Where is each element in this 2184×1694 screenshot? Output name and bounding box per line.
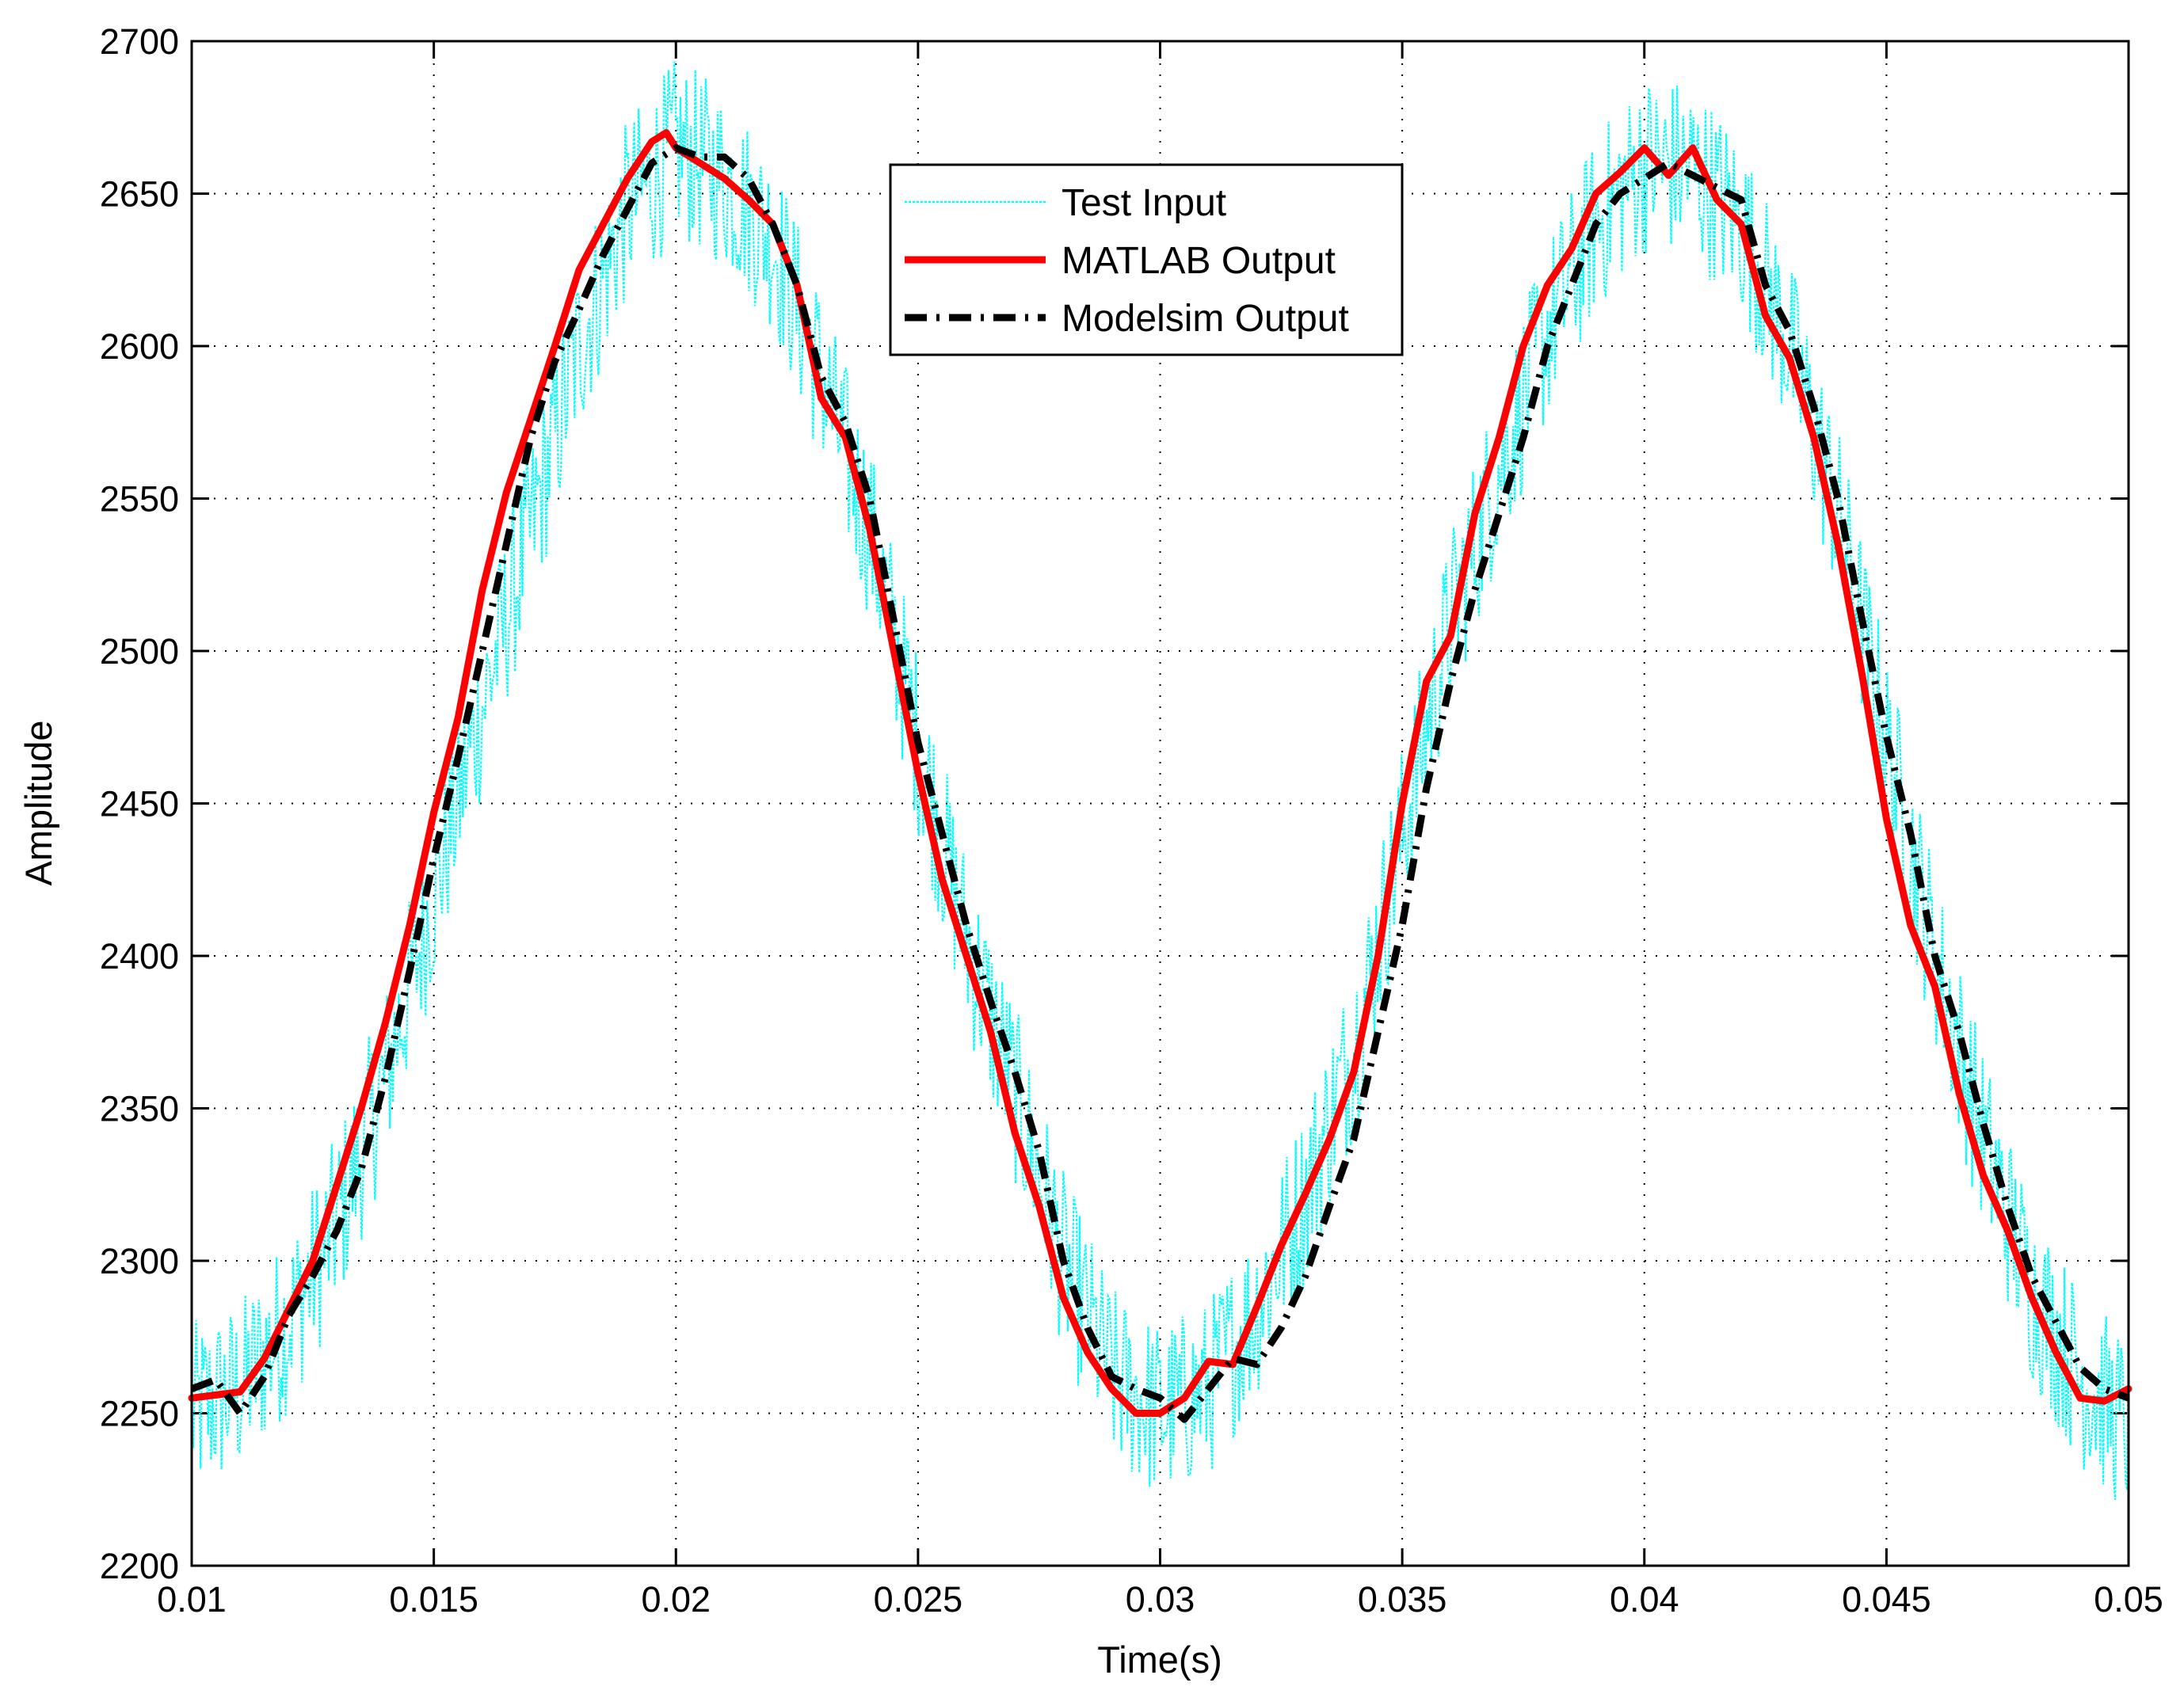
y-tick-label: 2700	[100, 21, 179, 62]
y-tick-label: 2600	[100, 326, 179, 367]
y-tick-label: 2450	[100, 784, 179, 824]
x-tick-label: 0.01	[157, 1579, 227, 1620]
x-tick-label: 0.03	[1126, 1579, 1195, 1620]
legend-label: Modelsim Output	[1062, 298, 1349, 340]
x-axis-label: Time(s)	[1097, 1639, 1222, 1681]
y-tick-label: 2200	[100, 1546, 179, 1586]
y-tick-label: 2500	[100, 631, 179, 672]
y-tick-label: 2250	[100, 1394, 179, 1434]
x-tick-label: 0.025	[874, 1579, 963, 1620]
legend-label: Test Input	[1062, 182, 1226, 224]
x-tick-label: 0.045	[1842, 1579, 1931, 1620]
legend: Test Input MATLAB Output Modelsim Output	[889, 163, 1404, 356]
x-tick-label: 0.035	[1358, 1579, 1447, 1620]
series-line-test-input	[190, 61, 2130, 1500]
plot-frame	[190, 40, 2130, 1567]
x-tick-label: 0.02	[641, 1579, 711, 1620]
y-tick-label: 2650	[100, 174, 179, 215]
series-line-modelsim-output	[190, 144, 2130, 1423]
y-tick-label: 2400	[100, 936, 179, 976]
x-tick-label: 0.015	[389, 1579, 478, 1620]
axis-ticks	[190, 40, 2130, 1567]
x-tick-label: 0.04	[1610, 1579, 1679, 1620]
tick-labels: 0.01 0.015 0.02 0.025 0.03 0.035 0.04 0.045 0.05…	[100, 21, 2163, 1620]
y-axis-label: Amplitude	[17, 721, 59, 886]
x-tick-label: 0.05	[2094, 1579, 2163, 1620]
series-layer	[188, 61, 2133, 1500]
y-tick-label: 2300	[100, 1241, 179, 1281]
y-tick-label: 2550	[100, 479, 179, 520]
series-line-matlab-output	[188, 129, 2133, 1417]
y-tick-label: 2350	[100, 1089, 179, 1129]
legend-label: MATLAB Output	[1062, 240, 1336, 282]
